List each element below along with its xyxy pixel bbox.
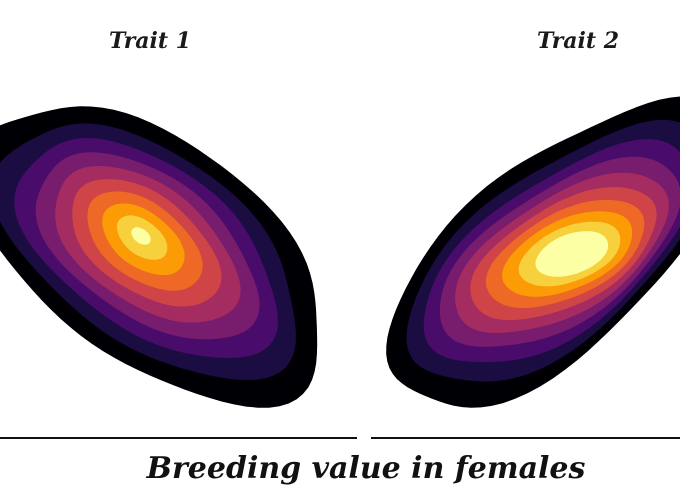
density-contour-trait-1-level-10 xyxy=(131,227,151,245)
x-axis-label: Breeding value in females xyxy=(146,451,586,486)
panel-title-trait-1: Trait 1 xyxy=(109,28,191,54)
density-contour-trait-2-level-10 xyxy=(535,231,609,277)
panel-title-trait-2: Trait 2 xyxy=(537,28,619,54)
panel-trait-1-density xyxy=(0,106,318,408)
panel-trait-2-density xyxy=(386,96,680,408)
